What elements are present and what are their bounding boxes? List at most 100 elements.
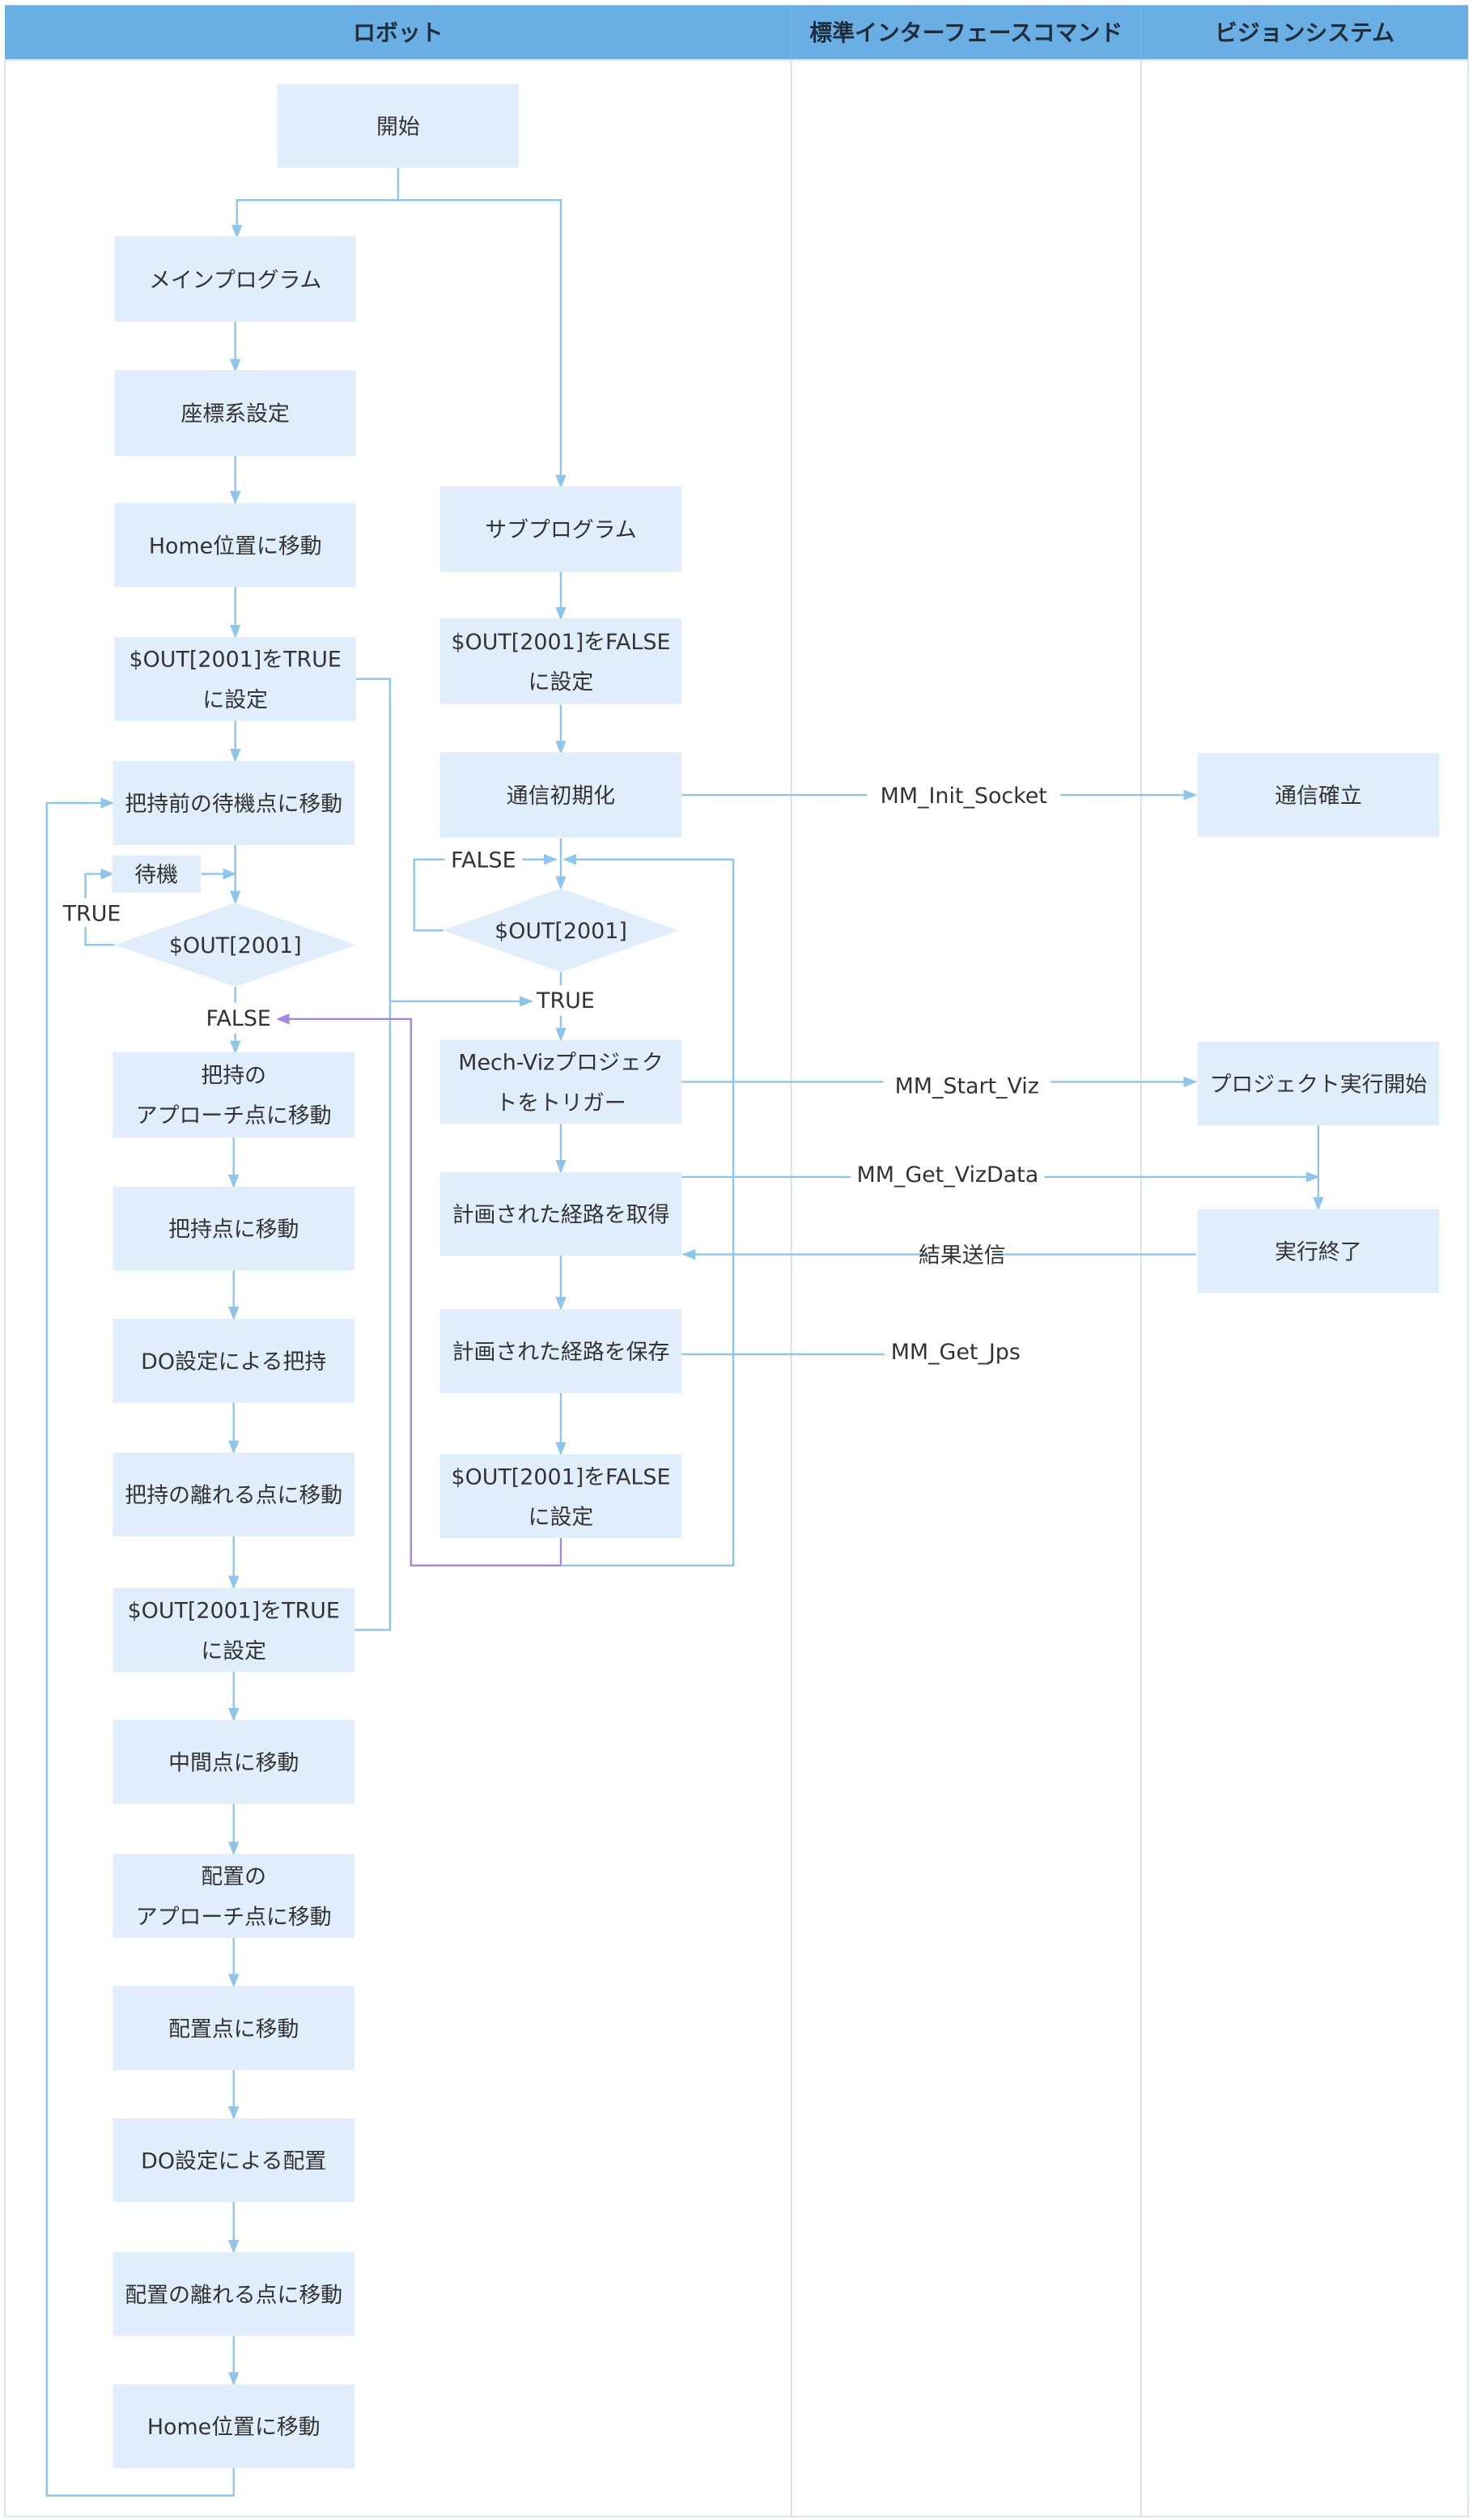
node-label: に設定	[528, 1505, 594, 1530]
process-box	[112, 761, 355, 845]
node-label: 開始	[376, 115, 420, 140]
node-label: 中間点に移動	[168, 1751, 299, 1776]
process-box	[112, 1052, 355, 1138]
node-coord: 座標系設定	[114, 370, 357, 456]
connector	[560, 853, 735, 1567]
node-label: に設定	[201, 1638, 266, 1664]
edge-label-false2: FALSE	[451, 848, 516, 873]
node-label: サブプログラム	[485, 517, 636, 542]
edge-label-true2: TRUE	[536, 988, 595, 1014]
node-placedep: 配置の離れる点に移動	[112, 2252, 355, 2336]
node-wait: 待機	[112, 855, 201, 893]
node-dec2: $OUT[2001]	[443, 888, 679, 973]
node-setfalse2: $OUT[2001]をFALSE に設定	[439, 1454, 682, 1538]
node-release: DO設定による配置	[112, 2118, 355, 2203]
process-box	[439, 618, 682, 704]
label-bg	[59, 898, 125, 928]
label-bg	[885, 1336, 1027, 1366]
node-label: プロジェクト実行開始	[1209, 1072, 1427, 1097]
label-bg	[929, 1239, 995, 1269]
node-label: $OUT[2001]	[495, 919, 627, 944]
node-label: 把持の離れる点に移動	[125, 1483, 342, 1508]
node-getpath: 計画された経路を取得	[439, 1171, 682, 1256]
edge-label-cmd_start: MM_Start_Viz	[895, 1073, 1039, 1099]
node-settrue2: $OUT[2001]をTRUE に設定	[112, 1587, 355, 1672]
node-label: 計画された経路を保存	[452, 1340, 670, 1365]
lane-vision	[1140, 59, 1470, 2518]
node-label: 待機	[134, 863, 178, 888]
node-label: 配置の離れる点に移動	[125, 2283, 342, 2308]
process-box	[114, 503, 357, 588]
node-label: トをトリガー	[495, 1090, 626, 1116]
process-box	[112, 1854, 355, 1938]
node-savepath: 計画された経路を保存	[439, 1309, 682, 1393]
node-pickdep: 把持の離れる点に移動	[112, 1452, 355, 1536]
process-box	[114, 370, 357, 456]
decision-shape	[443, 888, 679, 973]
node-label: 座標系設定	[181, 402, 290, 427]
label-bg	[199, 1002, 278, 1032]
node-label: アプローチ点に移動	[136, 1103, 332, 1128]
process-box	[439, 1309, 682, 1393]
process-box	[112, 1319, 355, 1403]
process-box	[439, 1039, 682, 1124]
node-label: 把持前の待機点に移動	[125, 792, 342, 817]
process-box	[112, 2252, 355, 2336]
connector	[413, 858, 455, 932]
lane-header-robot	[4, 5, 792, 61]
node-runstart: プロジェクト実行開始	[1197, 1041, 1440, 1126]
node-label: 通信初期化	[507, 784, 615, 809]
edge-label-false1: FALSE	[206, 1006, 271, 1031]
process-box	[1197, 1041, 1440, 1126]
lane-header-vision	[1140, 5, 1469, 61]
node-label: に設定	[528, 670, 594, 695]
label-bg	[851, 1159, 1045, 1188]
node-place: 配置点に移動	[112, 1986, 355, 2071]
lane-std	[790, 59, 1142, 2518]
node-label: Home位置に移動	[149, 533, 322, 559]
lane-title: ロボット	[353, 19, 443, 46]
node-init: 通信初期化	[439, 752, 682, 838]
process-box	[112, 1452, 355, 1536]
process-box	[112, 2384, 355, 2468]
edge-label-result: 結果送信	[919, 1243, 1006, 1268]
node-settrue1: $OUT[2001]をTRUE に設定	[114, 636, 357, 721]
connector	[354, 1001, 392, 1631]
edge-labels: TRUE FALSE FALSE TRUE MM_Init_Socket MM_Start…	[59, 780, 1061, 1366]
node-home2: Home位置に移動	[112, 2384, 355, 2468]
node-mid: 中間点に移動	[112, 1720, 355, 1804]
node-label: DO設定による把持	[141, 1349, 326, 1375]
swimlanes: ロボット 標準インターフェースコマンド ビジョンシステム	[3, 5, 1470, 2518]
node-label: 実行終了	[1275, 1240, 1362, 1265]
edge-label-cmd_jps: MM_Get_Jps	[891, 1340, 1021, 1365]
node-setfalse1: $OUT[2001]をFALSE に設定	[439, 618, 682, 704]
node-label: 配置点に移動	[168, 2016, 299, 2042]
process-box	[112, 2118, 355, 2203]
process-box	[112, 1186, 355, 1271]
process-box	[112, 1986, 355, 2071]
node-label: DO設定による配置	[141, 2149, 326, 2174]
node-label: に設定	[202, 688, 268, 713]
node-label: 把持点に移動	[168, 1218, 299, 1243]
node-sub: サブプログラム	[439, 486, 682, 572]
connector	[231, 168, 400, 239]
process-box	[112, 855, 201, 893]
node-main: メインプログラム	[114, 236, 357, 322]
edge-label-cmd_getviz: MM_Get_VizData	[857, 1162, 1039, 1188]
process-box	[439, 1454, 682, 1538]
node-pick: 把持点に移動	[112, 1186, 355, 1271]
process-box	[439, 1171, 682, 1256]
label-bg	[444, 844, 523, 874]
edge-label-cmd_init: MM_Init_Socket	[881, 784, 1047, 809]
node-label: Home位置に移動	[147, 2415, 320, 2440]
process-box	[112, 1720, 355, 1804]
decision-shape	[114, 903, 357, 987]
process-box	[1197, 1209, 1440, 1294]
node-label: 配置の	[201, 1864, 266, 1889]
node-runend: 実行終了	[1197, 1209, 1440, 1294]
